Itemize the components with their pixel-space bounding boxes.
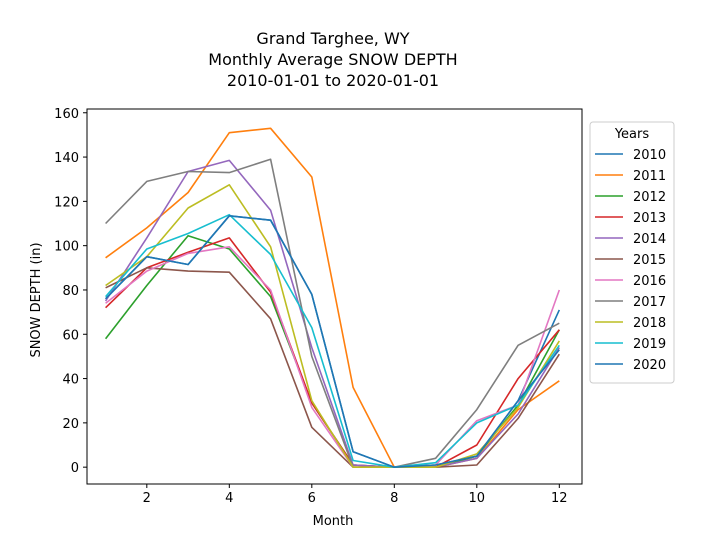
series-line-2017: [105, 158, 560, 469]
chart-title-line-3: 2010-01-01 to 2020-01-01: [227, 71, 439, 90]
legend-entry-2015: 2015: [633, 253, 666, 268]
legend-entry-2014: 2014: [633, 232, 666, 247]
x-tick-label: 4: [225, 491, 233, 506]
legend-box: [589, 121, 675, 384]
chart-title-line-1: Grand Targhee, WY: [256, 29, 409, 48]
y-tick-label: 60: [62, 328, 79, 343]
x-tick-label: 2: [143, 491, 151, 506]
series-line-2018: [105, 184, 560, 469]
legend-entry-2016: 2016: [633, 274, 666, 289]
legend: Years 2010 2011 2012 2013 2014 2015 2016 2017 201…: [589, 121, 675, 384]
y-tick-label: 0: [71, 461, 79, 476]
x-tick-label: 10: [469, 491, 486, 506]
x-axis-label: Month: [313, 514, 354, 529]
chart-title-line-2: Monthly Average SNOW DEPTH: [208, 50, 457, 69]
y-tick-label: 80: [62, 284, 79, 299]
y-tick-label: 120: [54, 195, 79, 210]
series-line-2014: [104, 159, 560, 469]
y-tick-label: 20: [62, 417, 79, 432]
series-line-2016: [105, 246, 561, 469]
series-line-2020: [105, 215, 560, 469]
legend-entry-2018: 2018: [633, 316, 666, 331]
legend-entry-2013: 2013: [633, 211, 666, 226]
series-line-2015: [105, 266, 560, 469]
chart-title: Grand Targhee, WY Monthly Average SNOW D…: [208, 29, 457, 90]
legend-entry-2019: 2019: [633, 337, 666, 352]
y-tick-label: 40: [62, 373, 79, 388]
x-tick-label: 8: [390, 491, 398, 506]
x-tick-label: 6: [308, 491, 316, 506]
y-axis-label: SNOW DEPTH (in): [29, 242, 44, 357]
series-line-2019: [104, 213, 560, 469]
legend-title: Years: [614, 127, 650, 142]
legend-entry-2012: 2012: [633, 190, 666, 205]
y-tick-label: 100: [54, 240, 79, 255]
legend-entry-2011: 2011: [633, 169, 666, 184]
y-tick-label: 160: [54, 107, 79, 122]
y-tick-label: 140: [54, 151, 79, 166]
legend-entry-2020: 2020: [633, 358, 666, 373]
plot-frame: [86, 108, 583, 485]
legend-entry-2010: 2010: [633, 148, 666, 163]
x-tick-label: 12: [551, 491, 568, 506]
legend-entry-2017: 2017: [633, 295, 666, 310]
